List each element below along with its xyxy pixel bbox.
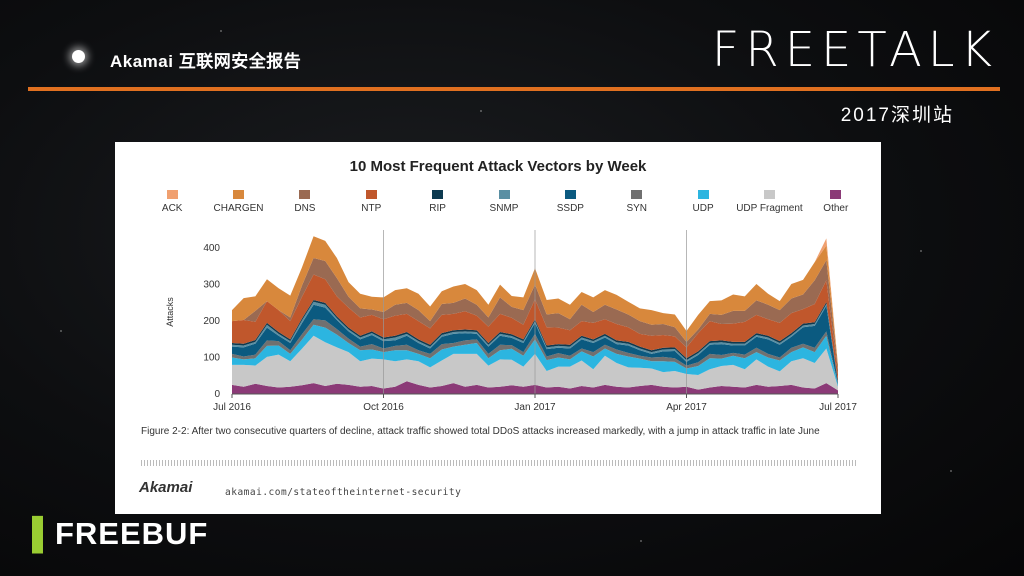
y-tick-label: 0	[214, 389, 220, 400]
legend-swatch	[697, 190, 709, 199]
x-tick-label: Jul 2017	[819, 402, 857, 413]
legend-swatch	[763, 190, 775, 199]
freebuf-text: FREEBUF	[54, 516, 209, 551]
header-divider	[28, 87, 1000, 91]
chart-panel: 10 Most Frequent Attack Vectors by Week …	[115, 142, 881, 514]
legend-swatch	[830, 190, 842, 199]
legend-label: SYN	[626, 203, 647, 214]
legend-item: DNS	[270, 190, 340, 214]
legend-label: UDP	[692, 203, 714, 214]
chart-title: 10 Most Frequent Attack Vectors by Week	[349, 158, 647, 175]
legend-label: UDP Fragment	[736, 203, 803, 214]
series-area-rip	[232, 299, 838, 382]
legend-swatch	[564, 190, 576, 199]
legend-label: ACK	[161, 203, 183, 214]
legend-swatch	[631, 190, 643, 199]
background-star	[950, 470, 952, 472]
background-star	[60, 330, 62, 332]
y-axis-label: Attacks	[165, 297, 175, 327]
bullet-dot	[72, 50, 85, 63]
legend-swatch	[365, 190, 377, 199]
legend-item: SSDP	[535, 190, 605, 214]
event-subtitle: 2017深圳站	[840, 105, 954, 126]
source-url: akamai.com/stateoftheinternet-security	[225, 487, 462, 498]
chart-legend: ACK CHARGEN DNS NTP RIP SNMP SSDP SYN UDP UDP Fra…	[139, 190, 869, 216]
legend-label: Other	[823, 203, 849, 214]
background-star	[920, 250, 922, 252]
x-tick-label: Jan 2017	[514, 402, 556, 413]
hatch-divider	[141, 460, 857, 466]
background-star	[220, 30, 222, 32]
area-chart: Jul 2016 Oct 2016 Jan 2017 Apr 2017 Jul 2017…	[165, 230, 857, 413]
legend-swatch	[166, 190, 178, 199]
legend-label: SNMP	[489, 203, 519, 214]
legend-item: Other	[801, 190, 871, 214]
legend-item: SNMP	[469, 190, 539, 214]
y-tick-label: 200	[203, 316, 220, 327]
legend-label: SSDP	[556, 203, 584, 214]
legend-item: UDP Fragment	[734, 190, 804, 214]
freebuf-mark-icon: ▌	[32, 516, 55, 551]
freetalk-logo: FREETALK	[711, 22, 998, 78]
page-title: Akamai 互联网安全报告	[110, 52, 302, 71]
legend-swatch	[432, 190, 444, 199]
x-tick-label: Apr 2017	[666, 402, 707, 413]
legend-item: NTP	[336, 190, 406, 214]
background-star	[640, 540, 642, 542]
legend-item: SYN	[602, 190, 672, 214]
legend-swatch	[498, 190, 510, 199]
legend-label: RIP	[429, 203, 446, 214]
legend-item: RIP	[403, 190, 473, 214]
figure-caption: Figure 2-2: After two consecutive quarte…	[141, 426, 820, 437]
background-star	[480, 110, 482, 112]
x-tick-label: Jul 2016	[213, 402, 251, 413]
y-tick-label: 300	[203, 280, 220, 291]
akamai-logo: Akamai	[139, 479, 193, 496]
legend-swatch	[299, 190, 311, 199]
legend-swatch	[233, 190, 245, 199]
freebuf-logo: ▌FREEBUF	[32, 516, 208, 552]
legend-label: CHARGEN	[213, 203, 264, 214]
legend-item: ACK	[137, 190, 207, 214]
y-tick-label: 100	[203, 353, 220, 364]
legend-label: NTP	[361, 203, 382, 214]
legend-item: CHARGEN	[204, 190, 274, 214]
y-tick-label: 400	[203, 243, 220, 254]
x-tick-label: Oct 2016	[363, 402, 404, 413]
legend-label: DNS	[294, 203, 316, 214]
legend-item: UDP	[668, 190, 738, 214]
